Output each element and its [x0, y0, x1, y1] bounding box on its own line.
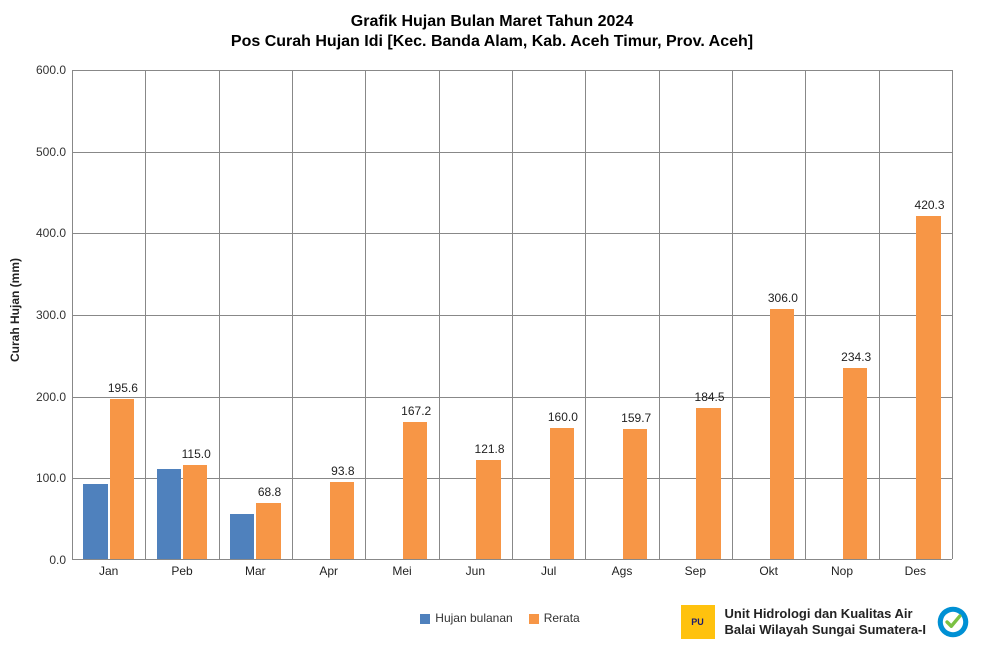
- data-label: 160.0: [548, 410, 578, 424]
- bar: [183, 465, 207, 559]
- footer: PU Unit Hidrologi dan Kualitas Air Balai…: [681, 605, 970, 639]
- chart-title-line1: Grafik Hujan Bulan Maret Tahun 2024: [0, 12, 984, 32]
- chart-title: Grafik Hujan Bulan Maret Tahun 2024 Pos …: [0, 12, 984, 52]
- category-divider: [805, 70, 806, 559]
- bar: [550, 428, 574, 559]
- x-tick-label: Jan: [99, 564, 118, 578]
- y-tick-label: 300.0: [10, 308, 66, 322]
- data-label: 234.3: [841, 350, 871, 364]
- data-label: 184.5: [695, 390, 725, 404]
- x-tick-label: Mar: [245, 564, 266, 578]
- bar: [916, 216, 940, 559]
- bar: [157, 469, 181, 559]
- bar: [770, 309, 794, 559]
- bar: [230, 514, 254, 559]
- category-divider: [879, 70, 880, 559]
- bar: [843, 368, 867, 559]
- data-label: 420.3: [915, 198, 945, 212]
- x-tick-label: Okt: [759, 564, 778, 578]
- data-label: 195.6: [108, 381, 138, 395]
- category-divider: [952, 70, 953, 559]
- chart-frame: { "chart": { "type": "bar", "title_line1…: [0, 0, 984, 645]
- chart-title-line2: Pos Curah Hujan Idi [Kec. Banda Alam, Ka…: [0, 32, 984, 52]
- category-divider: [585, 70, 586, 559]
- bar: [330, 482, 354, 559]
- data-label: 115.0: [182, 447, 211, 461]
- data-label: 306.0: [768, 291, 798, 305]
- bar: [696, 408, 720, 559]
- category-divider: [219, 70, 220, 559]
- footer-text: Unit Hidrologi dan Kualitas Air Balai Wi…: [725, 606, 926, 639]
- cert-badge-icon: [936, 605, 970, 639]
- footer-line2: Balai Wilayah Sungai Sumatera-I: [725, 622, 926, 637]
- x-tick-label: Mei: [392, 564, 411, 578]
- data-label: 167.2: [401, 404, 431, 418]
- category-divider: [439, 70, 440, 559]
- y-tick-label: 400.0: [10, 226, 66, 240]
- x-tick-label: Ags: [612, 564, 633, 578]
- category-divider: [292, 70, 293, 559]
- x-tick-label: Sep: [685, 564, 706, 578]
- category-divider: [512, 70, 513, 559]
- category-divider: [145, 70, 146, 559]
- bar: [110, 399, 134, 559]
- legend-label: Rerata: [544, 611, 580, 625]
- legend-swatch: [529, 614, 539, 624]
- x-tick-label: Jun: [466, 564, 485, 578]
- legend-swatch: [420, 614, 430, 624]
- category-divider: [365, 70, 366, 559]
- bar: [403, 422, 427, 559]
- bar: [256, 503, 280, 559]
- plot-area: 195.6 115.0 68.8 93.8 167.2 121.8 160.0 159.7 18…: [72, 70, 952, 560]
- x-tick-label: Jul: [541, 564, 556, 578]
- y-tick-label: 500.0: [10, 145, 66, 159]
- bar: [476, 460, 500, 559]
- category-divider: [659, 70, 660, 559]
- x-tick-label: Apr: [319, 564, 338, 578]
- data-label: 93.8: [331, 464, 354, 478]
- category-divider: [732, 70, 733, 559]
- pu-logo-icon: PU: [681, 605, 715, 639]
- bar: [83, 484, 107, 559]
- y-tick-label: 100.0: [10, 471, 66, 485]
- y-tick-label: 200.0: [10, 390, 66, 404]
- x-tick-label: Nop: [831, 564, 853, 578]
- data-label: 68.8: [258, 485, 281, 499]
- data-label: 121.8: [475, 442, 505, 456]
- bar: [623, 429, 647, 559]
- y-tick-label: 0.0: [10, 553, 66, 567]
- x-tick-label: Des: [905, 564, 926, 578]
- pu-logo-text: PU: [691, 618, 704, 627]
- footer-line1: Unit Hidrologi dan Kualitas Air: [725, 606, 913, 621]
- data-label: 159.7: [621, 411, 651, 425]
- y-tick-label: 600.0: [10, 63, 66, 77]
- legend-label: Hujan bulanan: [435, 611, 512, 625]
- x-tick-label: Peb: [171, 564, 192, 578]
